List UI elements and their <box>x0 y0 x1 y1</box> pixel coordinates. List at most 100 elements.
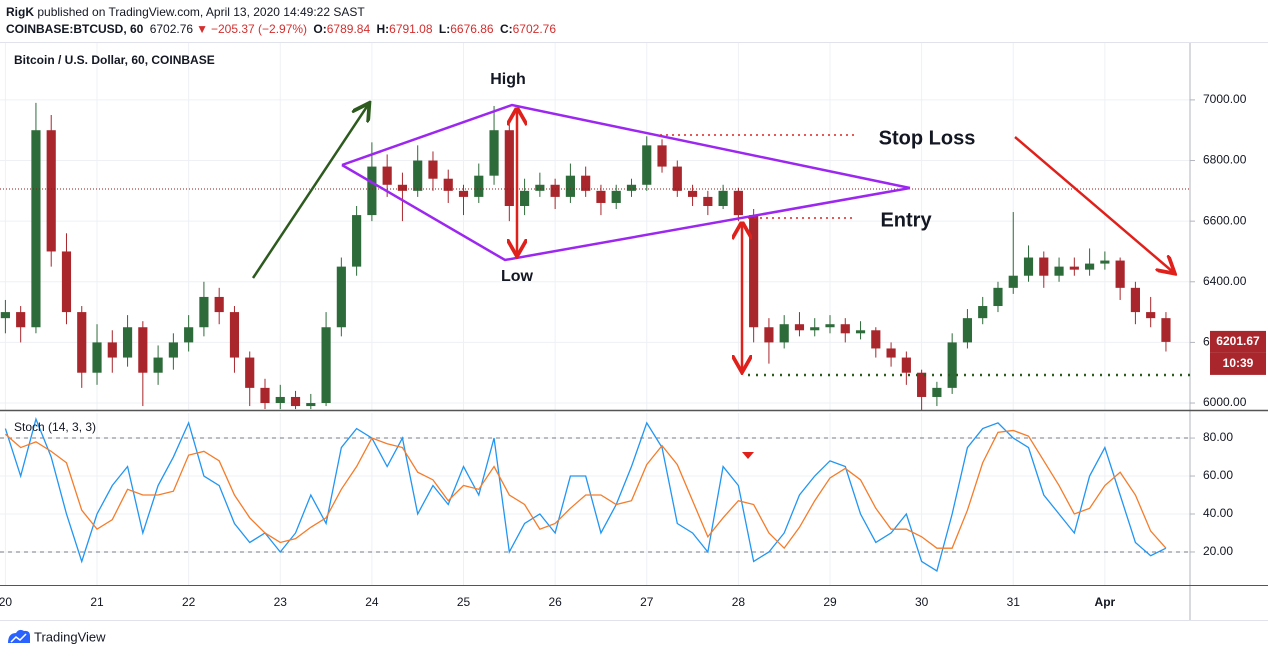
x-tick-label: 25 <box>457 595 471 609</box>
change: −205.37 (−2.97%) <box>210 22 308 36</box>
arrow: ▼ <box>196 22 208 36</box>
candle-body <box>840 324 850 334</box>
triangle-bottom <box>341 163 911 262</box>
candle-body <box>1161 318 1171 342</box>
candle-body <box>1023 257 1034 276</box>
ohlc-label: H: <box>376 22 390 36</box>
candle-body <box>336 266 346 328</box>
candle-body <box>306 403 316 407</box>
x-tick-label: 30 <box>915 595 929 609</box>
indicator-title: Stoch (14, 3, 3) <box>14 420 96 434</box>
candle-body <box>321 327 331 404</box>
candle-body <box>428 160 438 179</box>
candle-body <box>397 184 408 191</box>
candle-body <box>871 330 881 349</box>
header: RigK published on TradingView.com, April… <box>6 4 559 38</box>
candle-body <box>596 190 606 203</box>
candle-body <box>1069 266 1079 270</box>
x-tick-label: 31 <box>1007 595 1021 609</box>
candle-body <box>1130 287 1140 313</box>
ohlc-value: 6702.76 <box>512 22 557 36</box>
candle-body <box>260 387 270 404</box>
candle-body <box>474 175 484 197</box>
y-tick-label: 20.00 <box>1203 544 1233 558</box>
candle-body <box>886 348 896 358</box>
candle-body <box>199 296 209 328</box>
grid <box>0 42 1190 585</box>
candle-body <box>0 312 10 319</box>
candle-body <box>290 396 301 407</box>
countdown-box <box>1210 352 1266 375</box>
stoch-pane <box>0 417 1190 572</box>
footer-logo: TradingView <box>8 629 106 644</box>
candle-body <box>993 287 1003 307</box>
x-tick-label: 26 <box>548 595 562 609</box>
candle-body <box>932 387 942 397</box>
candle-body <box>92 342 102 373</box>
candle-body <box>794 324 805 331</box>
logo-mark <box>10 633 27 643</box>
candle-body <box>687 190 698 197</box>
annotation: Stop Loss <box>879 127 976 149</box>
logo-text: TradingView <box>34 629 106 644</box>
candle-body <box>1146 312 1156 319</box>
x-tick-label: 23 <box>274 595 288 609</box>
candle-body <box>947 342 957 388</box>
stoch-line <box>4 417 1167 572</box>
y-tick-label: 40.00 <box>1203 506 1233 520</box>
countdown: 10:39 <box>1223 356 1254 370</box>
price: 6702.76 <box>149 22 194 36</box>
candle-body <box>16 312 26 328</box>
price-pane <box>0 102 1171 410</box>
candle-body <box>917 372 927 397</box>
header-line: RigK published on TradingView.com, April… <box>6 4 559 21</box>
candle-body <box>703 196 713 206</box>
candle-body <box>718 190 728 206</box>
candle-body <box>550 184 560 197</box>
symbol: COINBASE:BTCUSD, 60 <box>6 22 144 36</box>
candle-body <box>77 312 87 373</box>
candle-body <box>275 396 285 404</box>
y-tick-label: 6800.00 <box>1203 153 1247 167</box>
x-tick-label: 29 <box>823 595 837 609</box>
ohlc-label: L: <box>438 22 451 36</box>
candle-body <box>153 357 163 373</box>
candle-body <box>168 342 178 358</box>
y-tick-label: 80.00 <box>1203 430 1233 444</box>
candle-body <box>214 296 224 313</box>
header-line: COINBASE:BTCUSD, 60 6702.76 ▼ −205.37 (−2.… <box>6 21 559 38</box>
candle-body <box>122 327 133 358</box>
ohlc-value: 6676.86 <box>450 22 494 36</box>
candle-body <box>520 190 530 206</box>
ohlc-value: 6791.08 <box>389 22 433 36</box>
triangle-top <box>341 103 911 190</box>
candle-body <box>626 184 637 191</box>
candle-body <box>458 190 469 197</box>
candle-body <box>1085 263 1095 270</box>
candle-body <box>107 342 117 358</box>
candle-body <box>352 215 362 267</box>
ohlc-value: 6789.84 <box>326 22 371 36</box>
author: RigK <box>6 5 34 19</box>
x-tick-label: 21 <box>90 595 104 609</box>
candle-body <box>1115 260 1125 288</box>
y-tick-label: 7000.00 <box>1203 92 1247 106</box>
x-tick-label: Apr <box>1095 595 1116 609</box>
candle-body <box>962 318 973 343</box>
candle-body <box>382 166 392 185</box>
candle-body <box>825 324 835 328</box>
published: published on TradingView.com, April 13, … <box>37 5 365 19</box>
candle-body <box>229 312 240 358</box>
x-tick-label: 20 <box>0 595 12 609</box>
signal-marker <box>742 452 754 459</box>
drawings: High Low Stop Loss Entry <box>0 71 1190 459</box>
axes: 202122232425262728293031Apr6000.006200.0… <box>0 42 1268 621</box>
candle-body <box>184 327 194 343</box>
candle-body <box>1054 266 1064 276</box>
candle-body <box>443 178 453 191</box>
candle-body <box>138 327 148 373</box>
annotation: Low <box>501 268 534 285</box>
candle-body <box>46 130 56 252</box>
